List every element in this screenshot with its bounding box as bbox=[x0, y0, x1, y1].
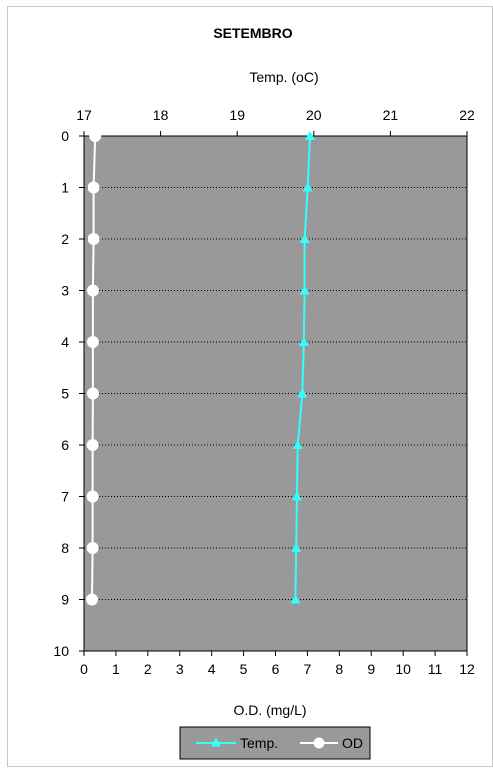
bottom-axis-label: O.D. (mg/L) bbox=[233, 702, 306, 718]
bottom-tick-label: 1 bbox=[112, 661, 120, 677]
data-point-temp bbox=[299, 234, 310, 243]
bottom-tick-label: 12 bbox=[459, 661, 475, 677]
legend-temp-marker bbox=[211, 737, 221, 747]
series-layer bbox=[85, 130, 315, 606]
data-point-od bbox=[87, 233, 100, 245]
bottom-tick-label: 11 bbox=[428, 661, 443, 677]
data-point-temp bbox=[297, 388, 308, 398]
data-point-temp bbox=[304, 131, 315, 140]
legend: Temp. OD bbox=[179, 726, 371, 760]
bottom-tick-label: 2 bbox=[144, 661, 152, 677]
top-axis-label: Temp. (oC) bbox=[249, 69, 318, 85]
left-tick-label: 8 bbox=[61, 540, 69, 556]
top-tick-label: 18 bbox=[153, 107, 169, 123]
bottom-tick-label: 3 bbox=[176, 661, 184, 677]
bottom-tick-label: 5 bbox=[240, 661, 248, 677]
data-point-od bbox=[86, 284, 99, 297]
legend-od-label: OD bbox=[342, 735, 363, 751]
bottom-tick-label: 4 bbox=[208, 661, 216, 677]
left-tick-label: 5 bbox=[61, 386, 69, 402]
top-tick-label: 22 bbox=[459, 107, 475, 123]
data-point-od bbox=[86, 336, 99, 348]
left-tick-label: 0 bbox=[61, 128, 69, 144]
data-point-od bbox=[85, 593, 98, 606]
left-tick-label: 3 bbox=[61, 283, 69, 299]
left-tick-label: 10 bbox=[53, 643, 69, 659]
series-line-od bbox=[91, 135, 97, 600]
bottom-axis-ticks: 0 1 2 3 4 5 6 7 8 9 10 11 12 bbox=[80, 651, 475, 677]
data-point-od bbox=[86, 542, 99, 554]
chart-title: SETEMBRO bbox=[213, 25, 292, 41]
top-tick-label: 20 bbox=[306, 107, 322, 123]
top-tick-label: 17 bbox=[76, 107, 92, 123]
left-tick-label: 9 bbox=[61, 592, 69, 608]
left-tick-label: 7 bbox=[61, 489, 69, 505]
grid-lines bbox=[84, 187, 467, 600]
data-point-temp bbox=[290, 594, 301, 604]
left-axis-ticks: 0 1 2 3 4 5 6 7 8 9 10 bbox=[53, 128, 84, 659]
data-point-temp bbox=[302, 182, 313, 192]
data-point-od bbox=[86, 387, 99, 400]
left-tick-label: 6 bbox=[61, 437, 69, 453]
data-point-temp bbox=[291, 491, 302, 501]
data-point-temp bbox=[292, 440, 303, 449]
top-tick-label: 21 bbox=[383, 107, 399, 123]
data-point-temp bbox=[298, 337, 309, 346]
bottom-tick-label: 10 bbox=[395, 661, 411, 677]
data-point-od bbox=[89, 130, 102, 142]
data-point-od bbox=[87, 181, 100, 194]
bottom-tick-label: 0 bbox=[80, 661, 88, 677]
data-point-temp bbox=[291, 543, 302, 552]
legend-temp-label: Temp. bbox=[240, 735, 278, 751]
bottom-tick-label: 6 bbox=[272, 661, 280, 677]
data-point-od bbox=[86, 439, 99, 451]
left-tick-label: 1 bbox=[61, 180, 69, 196]
bottom-tick-label: 9 bbox=[367, 661, 375, 677]
top-tick-label: 19 bbox=[229, 107, 245, 123]
bottom-tick-label: 8 bbox=[335, 661, 343, 677]
legend-od-marker bbox=[313, 737, 325, 749]
top-axis-ticks: 17 18 19 20 21 22 bbox=[76, 107, 475, 136]
data-point-od bbox=[86, 490, 99, 503]
left-tick-label: 2 bbox=[61, 231, 69, 247]
series-line-temp bbox=[294, 135, 311, 600]
data-point-temp bbox=[299, 285, 310, 295]
bottom-tick-label: 7 bbox=[304, 661, 312, 677]
left-tick-label: 4 bbox=[61, 334, 69, 350]
